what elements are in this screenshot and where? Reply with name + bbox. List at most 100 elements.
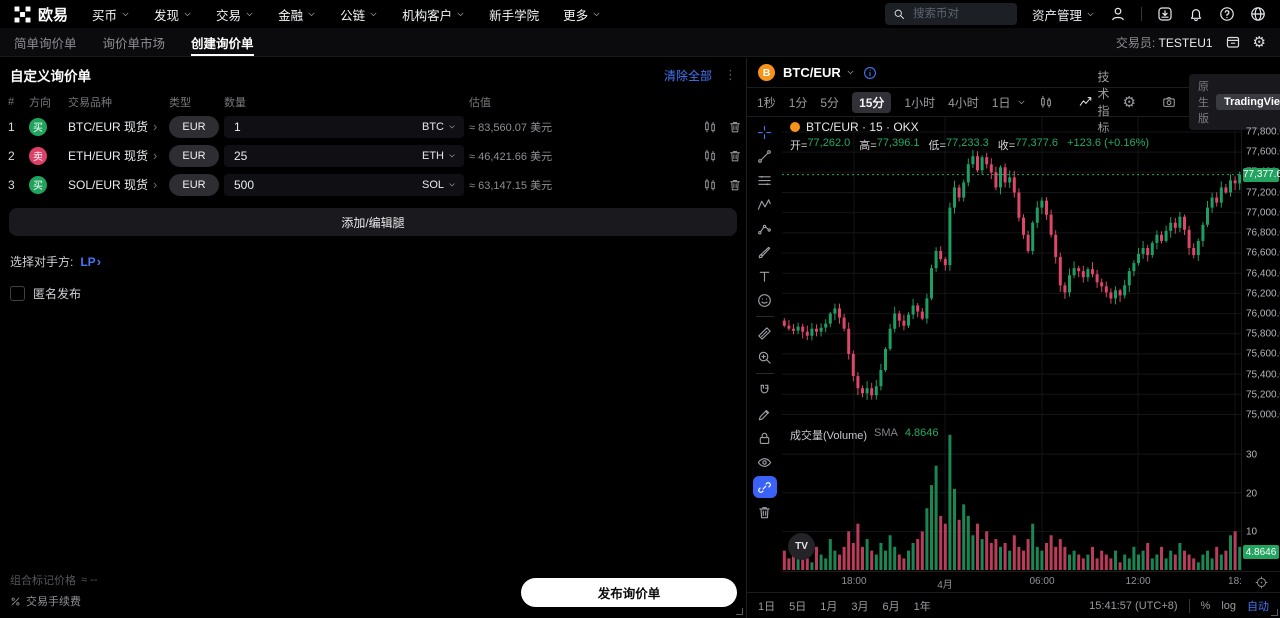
brush-icon[interactable] [753,242,777,262]
timeframe-15分[interactable]: 15分 [852,91,892,113]
search-box[interactable] [884,3,1017,25]
forecast-icon[interactable] [753,218,777,238]
fee-label[interactable]: 交易手续费 [26,596,81,608]
currency-pill[interactable]: EUR [169,144,219,167]
view-chart-icon[interactable] [703,120,717,134]
tab-0[interactable]: 简单询价单 [14,36,77,51]
crosshair-icon[interactable] [753,122,777,142]
panel-drag-handle[interactable]: ⋮ [724,67,737,82]
delete-leg-icon[interactable] [728,149,742,163]
tab-1[interactable]: 询价单市场 [102,36,166,51]
amount-field[interactable]: ETH [224,144,464,167]
range-5日[interactable]: 5日 [789,600,807,613]
timeframe-1小时[interactable]: 1小时 [904,95,936,110]
range-1月[interactable]: 1月 [820,600,838,613]
measure-ruler-icon[interactable] [753,323,777,343]
view-chart-icon[interactable] [703,149,717,163]
chart-settings-gear-icon[interactable]: ⚙ [1122,93,1136,111]
tab-2[interactable]: 创建询价单 [191,28,254,56]
zoom-in-icon[interactable] [753,347,777,367]
nav-item-7[interactable]: 更多 [563,5,601,24]
screenshot-camera-icon[interactable] [1162,95,1176,109]
emoji-icon[interactable] [753,290,777,310]
publish-rfq-button[interactable]: 发布询价单 [521,578,737,607]
user-icon[interactable] [1110,6,1126,22]
amount-field[interactable]: SOL [224,173,464,196]
amount-input[interactable] [232,147,366,164]
add-edit-legs-button[interactable]: 添加/编辑腿 [9,208,737,236]
amount-field[interactable]: BTC [224,115,464,138]
panel-splitter[interactable] [746,58,747,618]
currency-pill[interactable]: EUR [169,173,219,196]
delete-leg-icon[interactable] [728,120,742,134]
assets-menu[interactable]: 资产管理 [1032,5,1095,24]
nav-item-3[interactable]: 金融 [278,5,316,24]
text-icon[interactable] [753,266,777,286]
panel-resize-corner[interactable] [1271,609,1278,616]
amount-input[interactable] [232,176,366,193]
magnet-icon[interactable] [753,380,777,400]
timeframe-5分[interactable]: 5分 [820,95,840,110]
percent-scale-button[interactable]: % [1200,599,1211,612]
range-1日[interactable]: 1日 [758,600,776,613]
time-axis[interactable]: 18:00 4月 06:00 12:00 18: [782,571,1242,592]
drawing-edit-icon[interactable] [753,404,777,424]
remove-drawings-icon[interactable] [753,502,777,522]
view-chart-icon[interactable] [703,178,717,192]
candle-style-icon[interactable] [1039,95,1053,109]
download-app-icon[interactable] [1157,6,1173,22]
chart-plot[interactable]: BTC/EUR · 15 · OKX 开= 77,262.0 高= 77,396.1… [782,116,1242,572]
hide-drawings-icon[interactable] [753,452,777,472]
orders-history-icon[interactable] [1225,34,1241,50]
unit-selector[interactable]: BTC [422,121,456,133]
nav-item-0[interactable]: 买币 [92,5,130,24]
currency-pill[interactable]: EUR [169,115,219,138]
range-6月[interactable]: 6月 [882,600,900,613]
amount-input[interactable] [232,118,366,135]
delete-leg-icon[interactable] [728,178,742,192]
notifications-bell-icon[interactable] [1188,6,1204,22]
legs-table: 1 买 BTC/EUR 现货 › EUR BTC ≈ 83,560.07 美元 … [0,112,746,199]
nav-item-6[interactable]: 新手学院 [489,5,539,24]
clock-readout[interactable]: 15:41:57 (UTC+8) [1089,599,1178,612]
okx-logo[interactable]: 欧易 [14,4,68,25]
scroll-to-now-icon[interactable] [1242,571,1280,592]
tradingview-watermark[interactable]: TV [788,533,815,560]
sync-drawings-icon[interactable] [752,476,777,498]
fib-lines-icon[interactable] [753,170,777,190]
timeframe-dropdown-icon[interactable] [1017,98,1026,107]
unit-selector[interactable]: ETH [422,150,456,162]
unit-selector[interactable]: SOL [422,179,456,191]
nav-item-2[interactable]: 交易 [216,5,254,24]
settings-gear-icon[interactable]: ⚙ [1252,33,1266,51]
trendline-icon[interactable] [753,146,777,166]
range-3月[interactable]: 3月 [851,600,869,613]
lock-drawings-icon[interactable] [753,428,777,448]
nav-item-1[interactable]: 发现 [154,5,192,24]
range-1年[interactable]: 1年 [913,600,931,613]
xabcd-pattern-icon[interactable] [753,194,777,214]
search-input[interactable] [910,7,1005,21]
nav-item-5[interactable]: 机构客户 [402,5,465,24]
timeframe-1秒[interactable]: 1秒 [757,95,776,110]
timeframe-1分[interactable]: 1分 [788,95,808,110]
help-icon[interactable] [1219,6,1235,22]
nav-item-4[interactable]: 公链 [340,5,378,24]
counterparty-link[interactable]: LP › [80,255,101,269]
pair-selector[interactable]: SOL/EUR 现货 › [68,176,164,193]
panel-resize-corner[interactable] [736,608,743,615]
auto-scale-button[interactable]: 自动 [1247,600,1269,613]
symbol-selector[interactable]: BTC/EUR [783,65,855,80]
language-globe-icon[interactable] [1250,6,1266,22]
log-scale-button[interactable]: log [1221,599,1236,612]
pair-selector[interactable]: ETH/EUR 现货 › [68,147,164,164]
timeframe-4小时[interactable]: 4小时 [948,95,979,110]
anonymous-checkbox[interactable] [10,286,25,301]
price-axis[interactable]: 77,800.077,600.077,400.077,200.077,000.0… [1241,116,1280,572]
timeframe-1日[interactable]: 1日 [991,95,1011,110]
clear-all-link[interactable]: 清除全部 [663,68,712,83]
native-mode-button[interactable]: 原生版 [1197,81,1209,125]
pair-selector[interactable]: BTC/EUR 现货 › [68,118,164,135]
tradingview-mode-button[interactable]: TradingView [1215,94,1280,110]
info-icon[interactable] [863,66,877,80]
